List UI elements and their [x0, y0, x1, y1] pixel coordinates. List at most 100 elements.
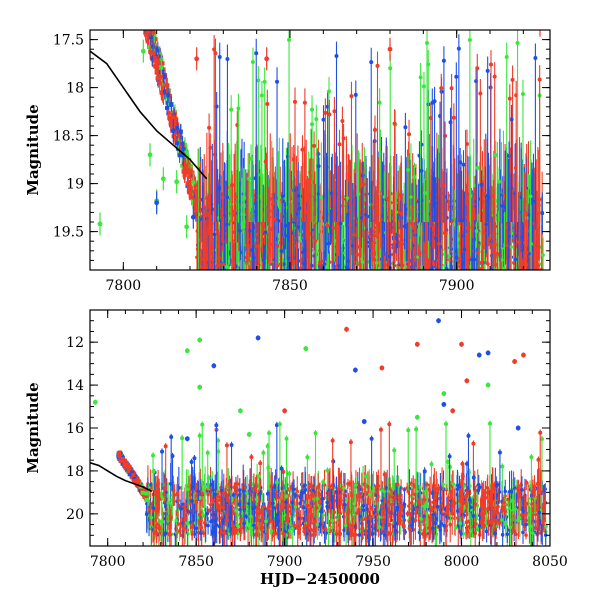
data-point	[121, 457, 125, 461]
x-axis-label: HJD−2450000	[260, 570, 380, 588]
x-tick-label: 7850	[272, 278, 308, 294]
data-point	[197, 337, 202, 342]
x-tick-label: 8050	[532, 554, 568, 570]
bottom-panel: 7800 7850 7900 7950 8000 8050 12 14 16 18 20 Magni…	[24, 310, 568, 588]
data-point	[261, 450, 265, 491]
data-point	[464, 378, 469, 383]
top-plot-area	[90, 0, 545, 334]
data-point	[184, 215, 189, 238]
data-point	[459, 342, 464, 347]
data-point	[185, 348, 190, 353]
data-point	[303, 346, 308, 351]
x-tick-label: 7800	[106, 278, 142, 294]
data-point	[486, 383, 491, 388]
data-point	[142, 14, 146, 29]
data-point	[93, 400, 98, 405]
data-point	[144, 491, 148, 495]
data-point	[154, 191, 159, 214]
data-point	[444, 421, 448, 490]
data-point	[477, 352, 482, 357]
data-point	[197, 385, 202, 390]
y-tick-label: 20	[66, 507, 84, 523]
data-point	[436, 318, 441, 323]
x-tick-label: 7950	[355, 554, 391, 570]
data-point	[145, 4, 149, 19]
data-point	[211, 363, 216, 368]
top-y-axis-label: Magnitude	[24, 104, 42, 195]
data-point	[344, 327, 349, 332]
data-point	[98, 212, 103, 235]
y-tick-label: 17.5	[53, 33, 84, 49]
data-point	[142, 12, 146, 27]
y-tick-label: 18	[66, 464, 84, 480]
bottom-plot-area	[90, 318, 548, 556]
top-panel: 7800 7850 7900 17.5 18 18.5 19 19.5 Magnitude	[24, 0, 550, 334]
data-point	[144, 9, 148, 24]
data-point	[441, 402, 446, 407]
y-tick-label: 12	[66, 335, 84, 351]
y-tick-label: 16	[66, 421, 84, 437]
data-point	[441, 391, 446, 396]
data-point	[389, 526, 393, 542]
data-point	[131, 473, 135, 477]
data-point	[238, 408, 243, 413]
data-point	[538, 14, 543, 37]
data-point	[450, 408, 455, 413]
y-tick-label: 19	[66, 177, 84, 193]
data-point	[142, 0, 146, 14]
data-point	[142, 0, 146, 6]
data-point	[141, 40, 146, 63]
data-point	[194, 47, 199, 70]
data-point	[142, 0, 146, 11]
data-point	[161, 167, 166, 190]
data-point	[144, 11, 148, 26]
data-point	[256, 335, 261, 340]
data-point	[142, 16, 146, 31]
data-point	[264, 47, 269, 70]
data-point	[127, 465, 131, 469]
data-point	[148, 143, 153, 166]
y-tick-label: 19.5	[53, 225, 84, 241]
bottom-y-axis-label: Magnitude	[24, 382, 42, 473]
data-point	[415, 415, 420, 420]
data-point	[452, 103, 456, 222]
data-point	[388, 38, 393, 61]
data-point	[117, 452, 121, 456]
data-point	[147, 15, 151, 30]
data-point	[380, 365, 385, 370]
x-tick-label: 8000	[444, 554, 480, 570]
data-point	[353, 367, 358, 372]
data-point	[282, 408, 287, 413]
x-tick-label: 7900	[267, 554, 303, 570]
model-curve	[90, 463, 152, 492]
data-point	[145, 498, 149, 502]
data-point	[185, 436, 190, 441]
y-tick-label: 14	[66, 378, 84, 394]
data-point	[500, 463, 504, 490]
data-point	[516, 425, 521, 430]
data-point	[146, 5, 150, 20]
data-point	[142, 0, 146, 12]
data-point	[141, 491, 145, 495]
data-point	[512, 359, 517, 364]
data-point	[379, 427, 383, 491]
data-point	[521, 352, 526, 357]
data-point	[247, 432, 252, 437]
data-point	[486, 350, 491, 355]
x-tick-label: 7900	[439, 278, 475, 294]
data-point	[147, 8, 151, 23]
data-point	[180, 435, 184, 490]
data-point	[179, 499, 183, 518]
y-tick-label: 18	[66, 81, 84, 97]
data-point	[174, 170, 179, 193]
data-point	[415, 342, 420, 347]
data-point	[142, 9, 146, 24]
y-tick-label: 18.5	[53, 129, 84, 145]
x-tick-label: 7850	[178, 554, 214, 570]
data-point	[362, 419, 367, 424]
data-point	[144, 0, 148, 14]
data-point	[135, 478, 139, 482]
x-tick-label: 7800	[90, 554, 126, 570]
